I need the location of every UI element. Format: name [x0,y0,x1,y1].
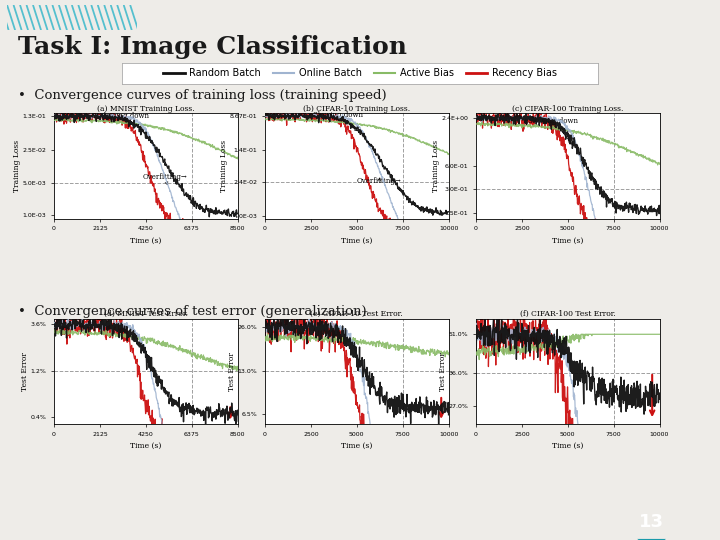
Text: 13: 13 [639,512,664,530]
Text: Slowing down: Slowing down [528,117,578,145]
Text: Overfitting→: Overfitting→ [357,177,402,185]
Text: Slowing down: Slowing down [99,112,149,130]
Text: Overfitting→: Overfitting→ [142,173,187,185]
Text: Overfitting→: Overfitting→ [0,539,1,540]
Title: (d) MNIST Test Error.: (d) MNIST Test Error. [104,310,188,318]
Y-axis label: Test Error: Test Error [439,352,447,390]
Legend: Random Batch, Online Batch, Active Bias, Recency Bias: Random Batch, Online Batch, Active Bias,… [159,65,561,82]
Text: •  Convergence curves of test error (generalization): • Convergence curves of test error (gene… [18,305,366,318]
Y-axis label: Test Error: Test Error [228,352,236,390]
Title: (c) CIFAR-100 Training Loss.: (c) CIFAR-100 Training Loss. [512,105,624,113]
Text: •  Convergence curves of training loss (training speed): • Convergence curves of training loss (t… [18,89,387,102]
Text: Task I: Image Classification: Task I: Image Classification [18,35,407,59]
Title: (b) CIFAR-10 Training Loss.: (b) CIFAR-10 Training Loss. [303,105,410,113]
X-axis label: Time (s): Time (s) [341,442,372,450]
X-axis label: Time (s): Time (s) [341,237,372,245]
Text: Slowing down: Slowing down [313,111,364,131]
X-axis label: Time (s): Time (s) [130,237,161,245]
Title: (f) CIFAR-100 Test Error.: (f) CIFAR-100 Test Error. [520,310,616,318]
X-axis label: Time (s): Time (s) [552,442,583,450]
Y-axis label: Training Loss: Training Loss [432,140,440,192]
X-axis label: Time (s): Time (s) [130,442,161,450]
X-axis label: Time (s): Time (s) [552,237,583,245]
Y-axis label: Test Error: Test Error [21,352,29,390]
Title: (a) MNIST Training Loss.: (a) MNIST Training Loss. [97,105,194,113]
Y-axis label: Training Loss: Training Loss [220,140,228,192]
Y-axis label: Training Loss: Training Loss [13,140,21,192]
Polygon shape [637,539,666,540]
Title: (e) CIFAR-10 Test Error.: (e) CIFAR-10 Test Error. [310,310,403,318]
